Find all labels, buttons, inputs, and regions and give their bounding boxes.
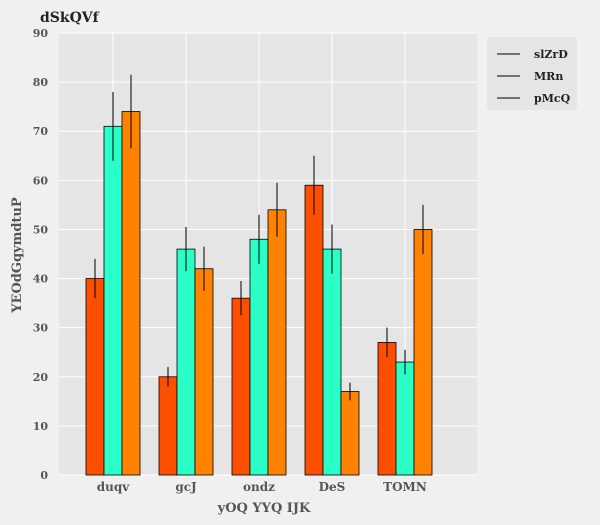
chart-title: dSkQVf [40, 10, 100, 26]
x-axis-label: yOQ YYQ IJK [217, 501, 311, 516]
bars [85, 74, 433, 476]
bar [194, 268, 214, 476]
series-MRn [103, 91, 415, 476]
bar [267, 209, 287, 476]
bar [85, 278, 105, 476]
bar [176, 248, 196, 476]
y-tick-label: 30 [33, 322, 49, 335]
y-tick-label: 70 [33, 125, 49, 138]
bar [158, 376, 178, 476]
y-tick-label: 80 [33, 76, 49, 89]
legend-label: slZrD [534, 48, 568, 61]
bar [249, 238, 269, 476]
y-tick-label: 10 [33, 420, 49, 433]
bar [377, 341, 397, 476]
bar [413, 229, 433, 476]
bar [304, 184, 324, 476]
y-axis-ticks: 0 10 20 30 40 50 60 70 80 90 [33, 27, 49, 482]
y-tick-label: 50 [33, 223, 49, 236]
y-axis-label: YEOdGqymdtuP [10, 197, 25, 314]
legend-label: MRn [534, 70, 563, 83]
bar [322, 248, 342, 476]
bar [231, 297, 251, 476]
series-slZrD [85, 155, 397, 476]
x-tick-label: ondz [243, 480, 275, 494]
y-tick-label: 20 [33, 371, 49, 384]
legend: slZrD MRn pMcQ [487, 37, 577, 110]
x-tick-label: DeS [319, 480, 346, 494]
x-tick-label: duqv [97, 480, 131, 494]
bar [340, 391, 360, 476]
x-axis-ticks: duqv gcJ ondz DeS TOMN [97, 480, 427, 494]
bar [103, 125, 123, 476]
bar [395, 361, 415, 476]
legend-label: pMcQ [534, 92, 571, 105]
y-tick-label: 40 [33, 273, 49, 286]
series-pMcQ [121, 74, 433, 476]
bar [121, 111, 141, 476]
x-tick-label: TOMN [383, 480, 427, 494]
y-tick-label: 90 [33, 27, 49, 40]
legend-box [487, 37, 577, 110]
y-tick-label: 60 [33, 174, 49, 187]
y-tick-label: 0 [40, 469, 48, 482]
x-tick-label: gcJ [175, 480, 197, 494]
